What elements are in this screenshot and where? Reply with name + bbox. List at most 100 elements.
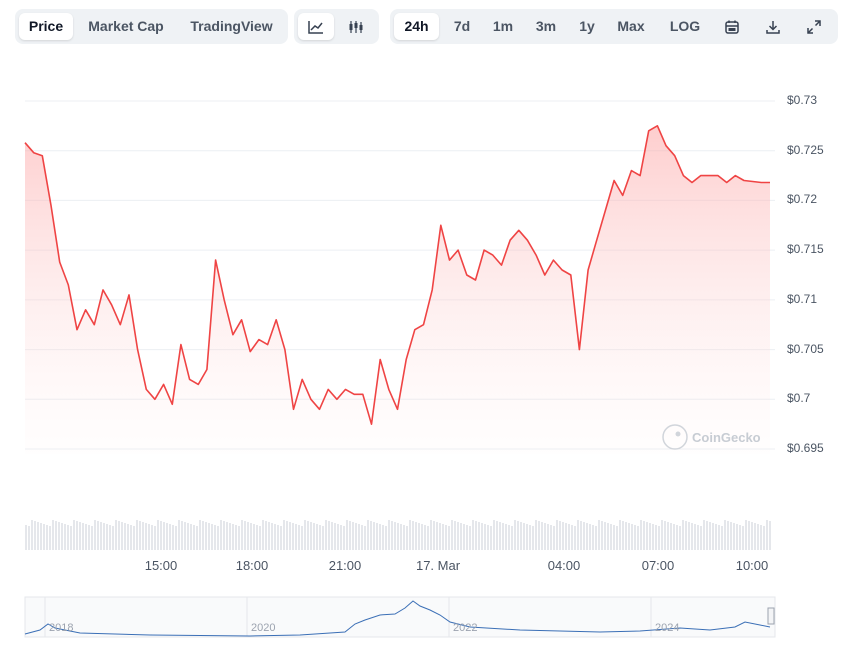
volume-bar (64, 524, 66, 550)
volume-bar (514, 520, 516, 550)
volume-bar (235, 525, 237, 550)
volume-bar (457, 522, 459, 550)
download-icon[interactable] (755, 13, 791, 40)
navigator-year-label: 2024 (655, 622, 680, 634)
y-tick-label: $0.725 (787, 142, 824, 157)
range-1y[interactable]: 1y (579, 18, 595, 34)
volume-bar (586, 523, 588, 550)
volume-bar (643, 521, 645, 550)
volume-bar (382, 525, 384, 550)
volume-bar (370, 521, 372, 550)
volume-bar (619, 520, 621, 550)
volume-bar (193, 525, 195, 550)
volume-bar (760, 525, 762, 550)
navigator[interactable] (24, 596, 776, 638)
volume-bar (580, 521, 582, 550)
volume-bar (709, 522, 711, 550)
range-max[interactable]: Max (617, 18, 645, 34)
volume-bar (727, 521, 729, 550)
volume-bar (109, 525, 111, 550)
range-3m[interactable]: 3m (535, 18, 557, 34)
volume-bar (691, 523, 693, 550)
volume-bar (712, 523, 714, 550)
y-tick-label: $0.71 (787, 291, 818, 306)
volume-bar (139, 521, 141, 550)
volume-bar (379, 524, 381, 550)
volume-bar (469, 526, 471, 550)
volume-bar (325, 520, 327, 550)
volume-bar (664, 521, 666, 550)
volume-bar (106, 524, 108, 550)
calendar-icon[interactable] (714, 13, 750, 40)
range-log[interactable]: LOG (669, 18, 701, 34)
volume-bar (208, 523, 210, 550)
expand-icon[interactable] (796, 13, 832, 40)
volume-bar (112, 526, 114, 550)
volume-bar (439, 523, 441, 550)
volume-bar (640, 520, 642, 550)
navigator-handle[interactable] (767, 607, 775, 625)
volume-bar (43, 524, 45, 550)
volume-bar (349, 521, 351, 550)
volume-bar (298, 525, 300, 550)
volume-bar (703, 520, 705, 550)
volume-bar (100, 522, 102, 550)
volume-bar (658, 526, 660, 550)
volume-bar (757, 524, 759, 550)
range-24h[interactable]: 24h (394, 13, 439, 40)
volume-bar (424, 525, 426, 550)
volume-bar (688, 522, 690, 550)
volume-bar (136, 520, 138, 550)
volume-bar (94, 520, 96, 550)
volume-bar (415, 522, 417, 550)
volume-bar (289, 522, 291, 550)
volume-bar (310, 522, 312, 550)
range-group: 24h 7d 1m 3m 1y Max LOG (390, 9, 838, 44)
volume-bar (229, 523, 231, 550)
volume-bar (436, 522, 438, 550)
volume-bar (130, 525, 132, 550)
candlestick-icon[interactable] (338, 13, 374, 40)
volume-bar (118, 521, 120, 550)
range-1m[interactable]: 1m (492, 18, 514, 34)
volume-bar (583, 522, 585, 550)
navigator-year-label: 2022 (453, 622, 478, 634)
volume-bar (409, 520, 411, 550)
volume-bar (145, 523, 147, 550)
volume-bar (454, 521, 456, 550)
volume-bar (286, 521, 288, 550)
tab-market-cap[interactable]: Market Cap (88, 18, 164, 34)
x-tick-label: 18:00 (235, 558, 269, 573)
volume-bar (196, 526, 198, 550)
volume-bar (388, 520, 390, 550)
volume-bar (571, 525, 573, 550)
volume-bar (223, 521, 225, 550)
volume-bar (316, 524, 318, 550)
y-tick-label: $0.73 (787, 92, 818, 107)
volume-bar (385, 526, 387, 550)
volume-bar (544, 523, 546, 550)
coingecko-logo-icon (662, 424, 688, 450)
volume-bar (556, 520, 558, 550)
volume-bar (538, 521, 540, 550)
volume-bar (163, 522, 165, 550)
volume-bar (646, 522, 648, 550)
volume-bar (232, 524, 234, 550)
volume-bar (244, 521, 246, 550)
tab-tradingview[interactable]: TradingView (190, 18, 273, 34)
volume-bar (532, 526, 534, 550)
y-tick-label: $0.715 (787, 242, 824, 257)
volume-bar (154, 526, 156, 550)
volume-bar (67, 525, 69, 550)
volume-bar (769, 521, 771, 550)
line-chart-icon[interactable] (298, 13, 334, 40)
volume-bar (199, 520, 201, 550)
range-7d[interactable]: 7d (453, 18, 471, 34)
volume-bar (598, 520, 600, 550)
volume-bar (745, 520, 747, 550)
volume-bar (502, 523, 504, 550)
volume-bar (751, 522, 753, 550)
tab-price[interactable]: Price (19, 13, 73, 40)
volume-bar (655, 525, 657, 550)
